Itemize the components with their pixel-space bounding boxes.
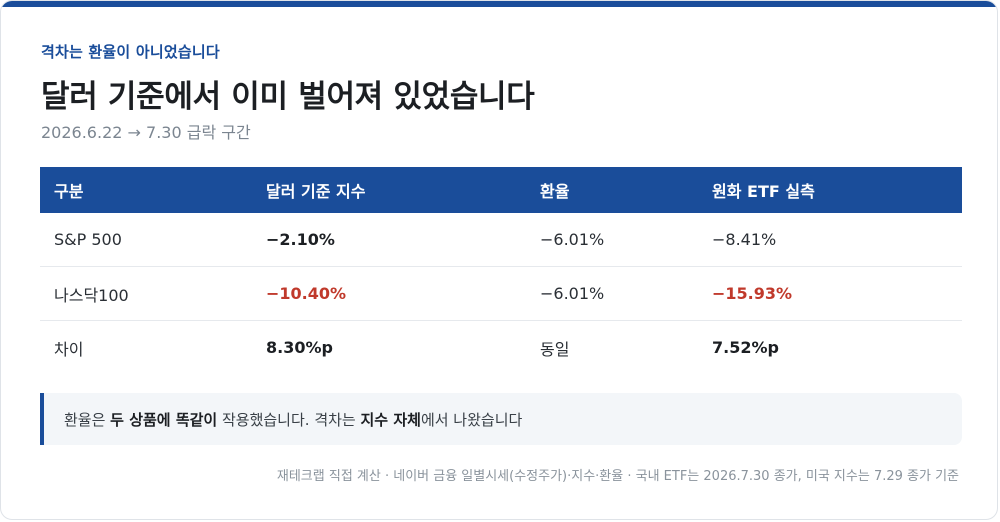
row-label: 나스닥100 xyxy=(40,266,252,321)
table-row: S&P 500 −2.10% −6.01% −8.41% xyxy=(40,213,962,267)
period-subtitle: 2026.6.22 → 7.30 급락 구간 xyxy=(41,123,251,142)
row-label: S&P 500 xyxy=(40,213,252,267)
table-row: 차이 8.30%p 동일 7.52%p xyxy=(40,321,962,375)
row-label: 차이 xyxy=(54,339,84,359)
callout-emphasis: 두 상품에 똑같이 xyxy=(110,410,218,429)
comparison-table: 구분 달러 기준 지수 환율 원화 ETF 실측 S&P 500 −2.10% … xyxy=(40,167,962,374)
eyebrow-label: 격차는 환율이 아니었습니다 xyxy=(41,43,220,61)
callout-text: 에서 나왔습니다 xyxy=(420,410,523,429)
krw-etf-value: −15.93% xyxy=(698,266,962,321)
krw-etf-value: −8.41% xyxy=(698,213,962,267)
fx-diff: 동일 xyxy=(540,339,570,359)
accent-bar xyxy=(1,1,997,7)
table-header-row: 구분 달러 기준 지수 환율 원화 ETF 실측 xyxy=(40,167,962,213)
table-row: 나스닥100 −10.40% −6.01% −15.93% xyxy=(40,266,962,321)
callout-text: 작용했습니다. 격차는 xyxy=(217,410,361,429)
header-fx: 환율 xyxy=(526,167,698,213)
fx-value: −6.01% xyxy=(526,266,698,321)
header-usd-index: 달러 기준 지수 xyxy=(252,167,526,213)
usd-index-diff: 8.30%p xyxy=(266,338,333,357)
insight-callout: 환율은 두 상품에 똑같이 작용했습니다. 격차는 지수 자체에서 나왔습니다 xyxy=(40,393,962,445)
header-krw-etf: 원화 ETF 실측 xyxy=(698,167,962,213)
page-title: 달러 기준에서 이미 벌어져 있었습니다 xyxy=(41,79,535,115)
callout-text: 환율은 xyxy=(64,410,111,429)
header-category: 구분 xyxy=(40,167,252,213)
source-footnote: 재테크랩 직접 계산 · 네이버 금융 일별시세(수정주가)·지수·환율 · 국… xyxy=(276,469,959,484)
callout-emphasis: 지수 자체 xyxy=(360,410,421,429)
fx-value: −6.01% xyxy=(526,213,698,267)
usd-index-value: −2.10% xyxy=(252,213,526,267)
krw-etf-diff: 7.52%p xyxy=(712,338,779,357)
usd-index-value: −10.40% xyxy=(252,266,526,321)
